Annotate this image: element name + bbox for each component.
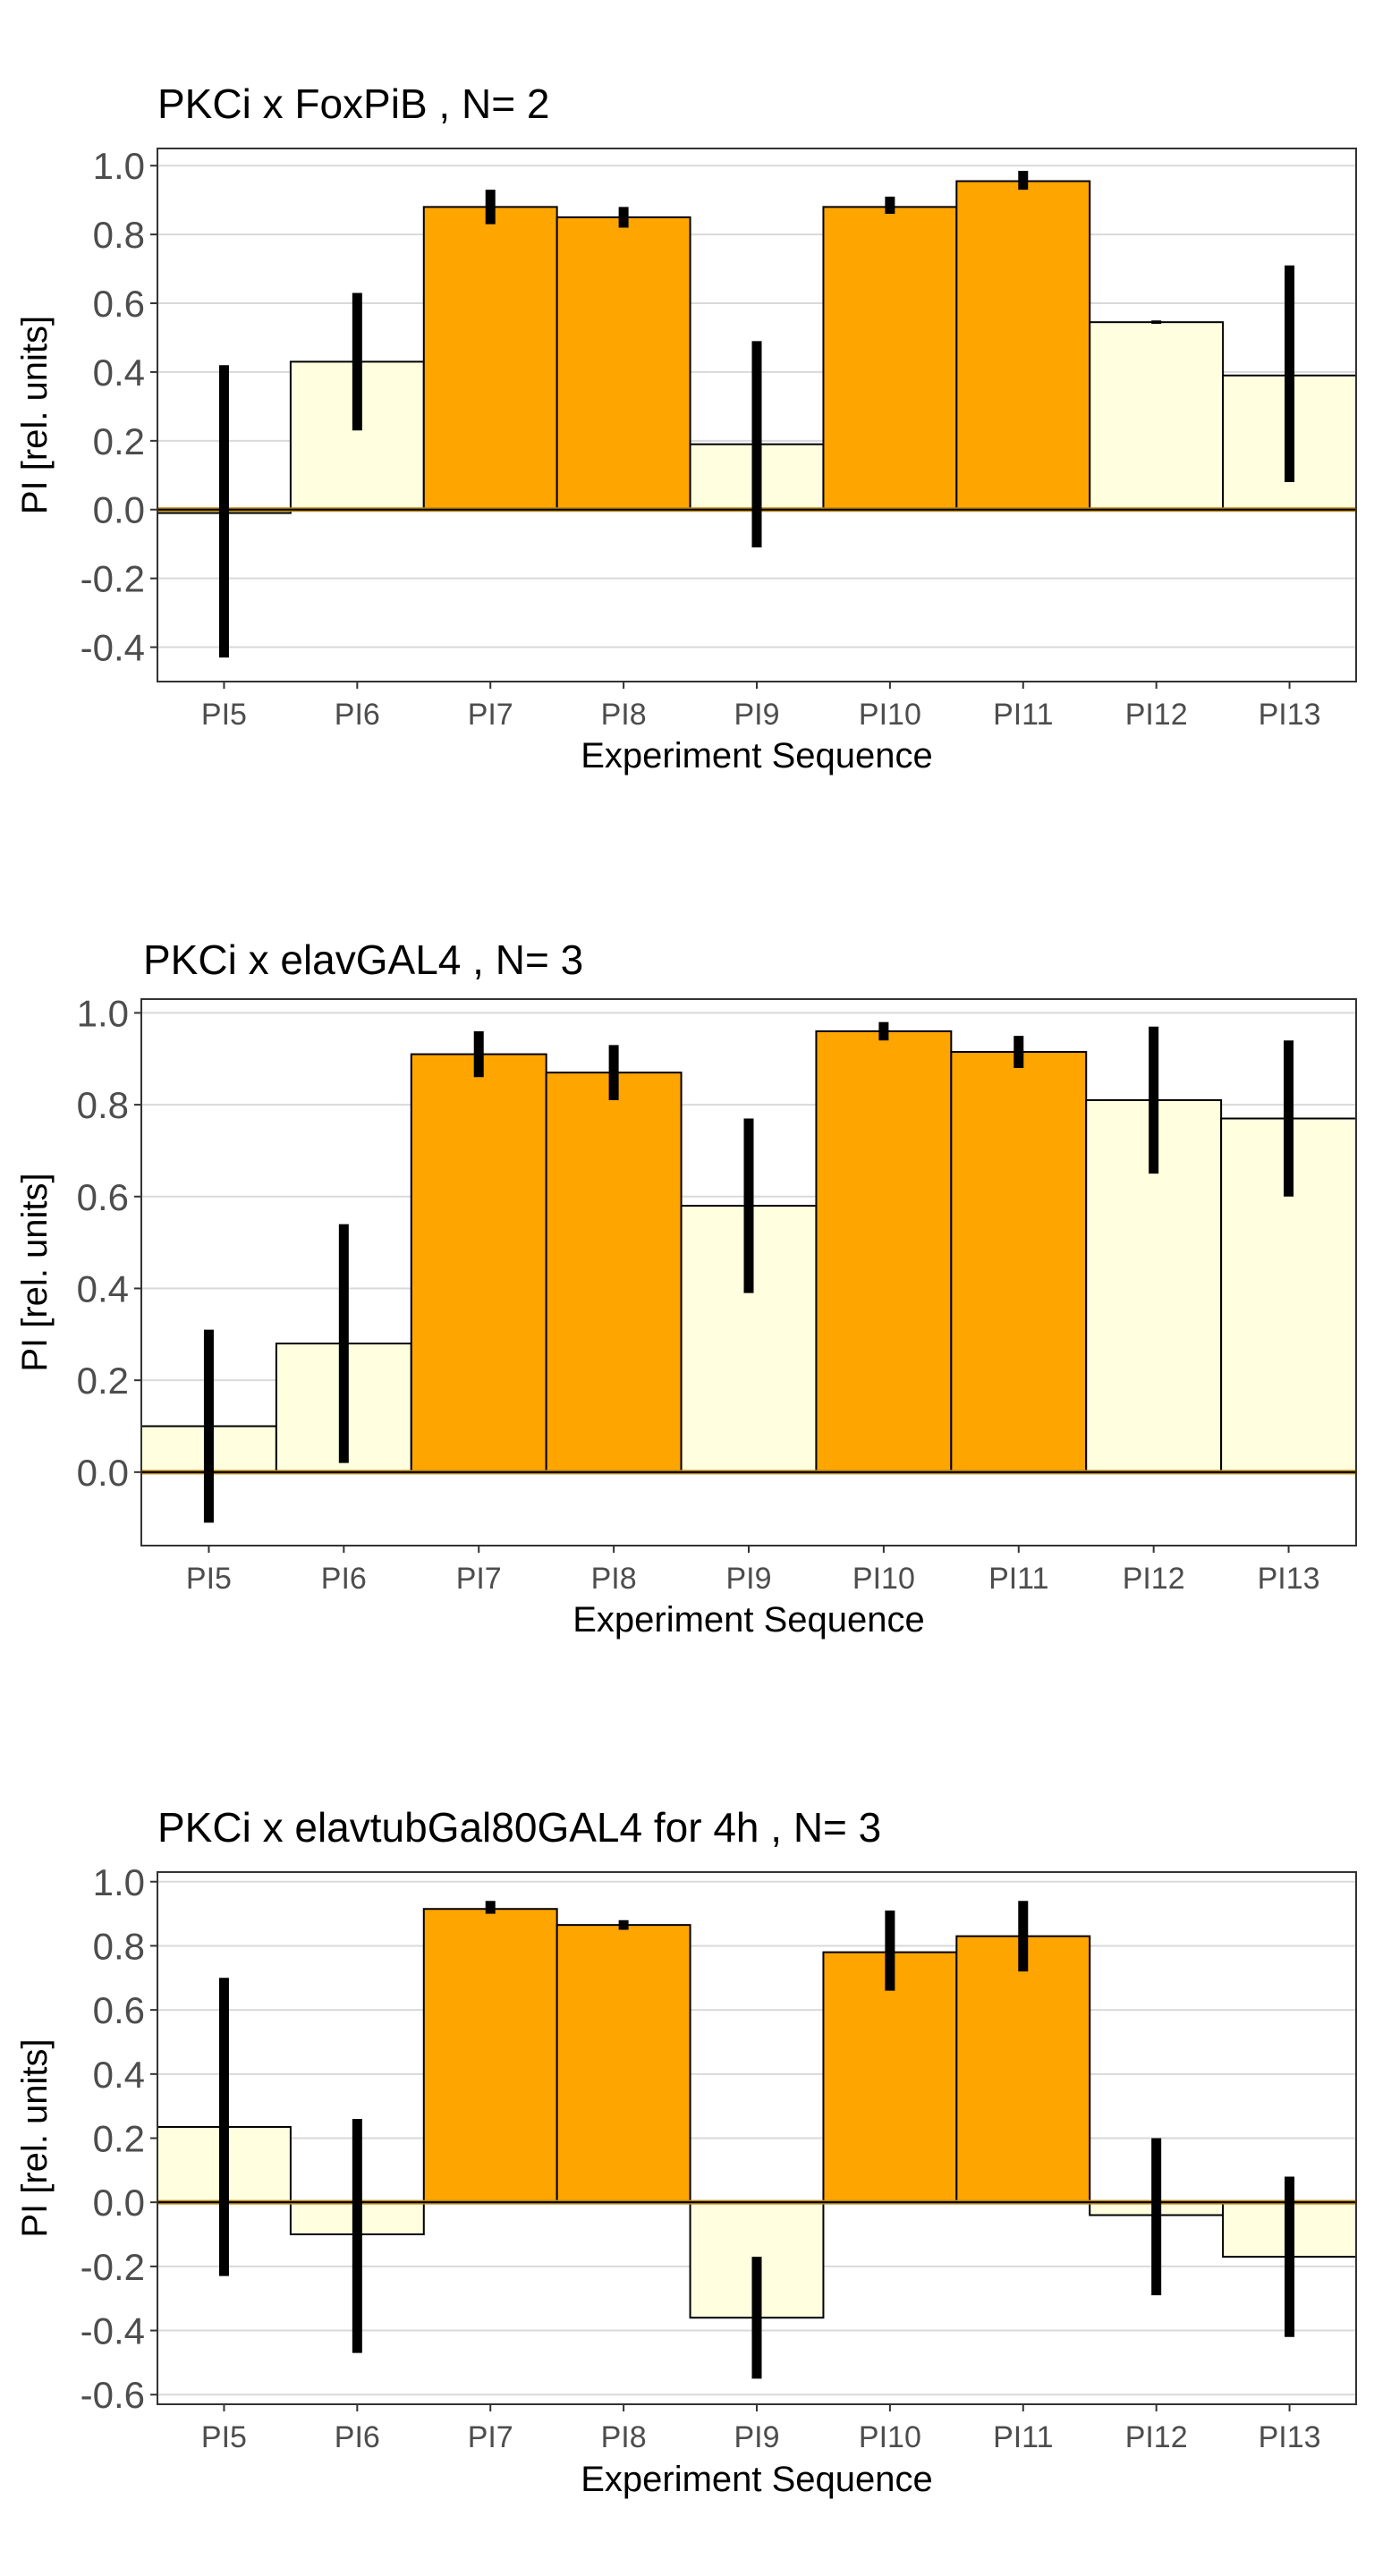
y-tick-label: 0.4 bbox=[93, 2054, 145, 2096]
y-tick-label: -0.4 bbox=[81, 2310, 145, 2352]
x-tick-label: PI13 bbox=[1259, 698, 1321, 732]
chart-panel-1: PKCi x FoxPiB , N= 2 1.0 0.8 0.6 0.4 0.2 0.0 -0… bbox=[15, 80, 1357, 775]
bar-PI7 bbox=[422, 206, 558, 511]
x-tick-label: PI12 bbox=[1123, 1562, 1185, 1596]
y-tick-label: 1.0 bbox=[93, 145, 145, 187]
x-tick-label: PI10 bbox=[859, 698, 921, 732]
x-tick-label: PI10 bbox=[852, 1562, 915, 1596]
bar-PI10 bbox=[822, 1951, 958, 2204]
y-tick-label: 0.4 bbox=[77, 1267, 129, 1309]
y-tick-label: 0.8 bbox=[77, 1084, 129, 1126]
x-tick-label: PI7 bbox=[468, 698, 513, 732]
x-tick-label: PI6 bbox=[321, 1562, 367, 1596]
y-tick-label: 0.6 bbox=[93, 1989, 145, 2031]
bar-PI7 bbox=[422, 1908, 558, 2204]
x-tick-label: PI13 bbox=[1259, 2420, 1321, 2454]
bar-PI11 bbox=[955, 180, 1091, 511]
y-axis-label: PI [rel. units] bbox=[15, 1173, 55, 1371]
x-tick-label: PI9 bbox=[734, 2420, 779, 2454]
x-tick-label: PI11 bbox=[988, 1562, 1048, 1596]
y-tick-label: -0.4 bbox=[81, 627, 145, 669]
y-tick-label: -0.2 bbox=[81, 558, 145, 600]
x-tick-label: PI6 bbox=[335, 698, 380, 732]
bar-PI8 bbox=[556, 1924, 691, 2204]
y-tick-label: 0.0 bbox=[93, 489, 145, 531]
x-tick-label: PI11 bbox=[993, 698, 1053, 732]
chart-panel-2: PKCi x elavGAL4 , N= 3 1.0 0.8 0.6 0.4 0.2 0.0… bbox=[15, 936, 1357, 1640]
x-tick-label: PI6 bbox=[335, 2420, 380, 2454]
bar-PI7 bbox=[410, 1053, 547, 1473]
x-tick-label: PI10 bbox=[859, 2420, 921, 2454]
x-tick-label: PI9 bbox=[725, 1562, 771, 1596]
y-tick-label: 0.6 bbox=[77, 1176, 129, 1218]
bar-PI12 bbox=[1089, 321, 1225, 511]
x-tick-label: PI9 bbox=[734, 698, 779, 732]
y-tick-label: 0.0 bbox=[77, 1452, 129, 1494]
y-tick-label: 1.0 bbox=[77, 992, 129, 1034]
chart-panel-3: PKCi x elavtubGal80GAL4 for 4h , N= 3 1.0… bbox=[15, 1804, 1357, 2499]
y-tick-label: 0.4 bbox=[93, 352, 145, 394]
chart-title: PKCi x FoxPiB , N= 2 bbox=[157, 80, 549, 127]
y-tick-label: 0.8 bbox=[93, 1925, 145, 1967]
x-tick-label: PI12 bbox=[1125, 2420, 1188, 2454]
x-axis-label: Experiment Sequence bbox=[581, 736, 933, 775]
y-tick-label: 0.8 bbox=[93, 214, 145, 256]
x-tick-label: PI13 bbox=[1258, 1562, 1320, 1596]
x-tick-label: PI7 bbox=[468, 2420, 513, 2454]
bar-PI11 bbox=[950, 1051, 1088, 1473]
chart-title: PKCi x elavtubGal80GAL4 for 4h , N= 3 bbox=[157, 1804, 881, 1851]
x-tick-label: PI11 bbox=[993, 2420, 1053, 2454]
y-tick-label: 0.2 bbox=[93, 2118, 145, 2160]
x-tick-label: PI5 bbox=[186, 1562, 232, 1596]
x-tick-label: PI7 bbox=[456, 1562, 502, 1596]
x-axis-label: Experiment Sequence bbox=[572, 1600, 925, 1640]
bar-PI8 bbox=[556, 216, 691, 511]
x-tick-label: PI8 bbox=[601, 2420, 647, 2454]
y-axis-label: PI [rel. units] bbox=[15, 316, 55, 514]
y-tick-label: 1.0 bbox=[93, 1861, 145, 1903]
y-tick-label: 0.6 bbox=[93, 283, 145, 325]
x-tick-label: PI8 bbox=[591, 1562, 637, 1596]
y-tick-label: 0.0 bbox=[93, 2182, 145, 2224]
bar-PI11 bbox=[955, 1935, 1091, 2204]
y-tick-label: 0.2 bbox=[93, 420, 145, 462]
bar-PI10 bbox=[822, 206, 958, 511]
y-tick-label: 0.2 bbox=[77, 1360, 129, 1402]
x-tick-label: PI5 bbox=[201, 698, 247, 732]
bar-PI8 bbox=[545, 1072, 683, 1473]
x-axis-label: Experiment Sequence bbox=[581, 2460, 933, 2499]
chart-title: PKCi x elavGAL4 , N= 3 bbox=[143, 936, 583, 983]
x-tick-label: PI5 bbox=[201, 2420, 247, 2454]
y-tick-label: -0.2 bbox=[81, 2246, 145, 2288]
y-axis-label: PI [rel. units] bbox=[15, 2038, 55, 2237]
bar-PI10 bbox=[815, 1030, 953, 1473]
x-tick-label: PI8 bbox=[601, 698, 647, 732]
x-tick-label: PI12 bbox=[1125, 698, 1188, 732]
y-tick-label: -0.6 bbox=[81, 2374, 145, 2416]
